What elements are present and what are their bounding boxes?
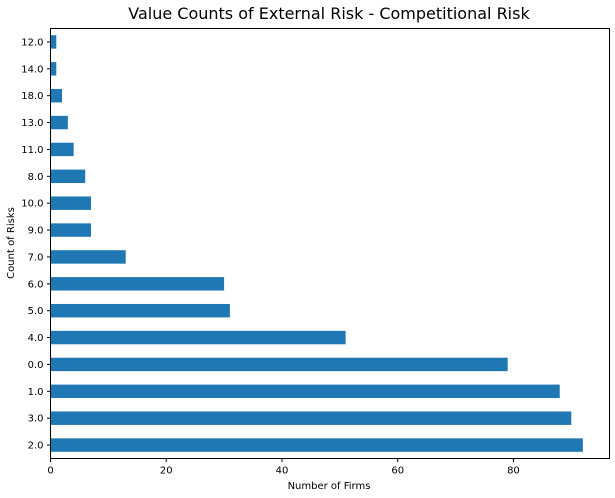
bar-0.0 <box>50 357 508 372</box>
x-tick-label: 60 <box>391 466 404 477</box>
y-tick-label: 3.0 <box>28 414 44 425</box>
x-axis-ticks: 0 20 40 60 80 <box>47 458 520 477</box>
chart-title: Value Counts of External Risk - Competit… <box>128 4 530 23</box>
x-tick-label: 0 <box>47 466 53 477</box>
y-tick-label: 1.0 <box>28 387 44 398</box>
bar-14.0 <box>50 62 57 76</box>
bar-12.0 <box>50 35 57 49</box>
y-tick-label: 14.0 <box>21 64 43 75</box>
x-axis-label: Number of Firms <box>288 481 371 492</box>
bar-4.0 <box>50 330 346 345</box>
y-axis-ticks: 12.0 14.0 18.0 13.0 11.0 8.0 10.0 9.0 7.0 6.0 5.0 4… <box>21 37 51 452</box>
bar-2.0 <box>50 438 583 452</box>
bar-5.0 <box>50 303 230 318</box>
bar-9.0 <box>50 223 92 237</box>
bar-3.0 <box>50 411 572 425</box>
bar-8.0 <box>50 169 86 184</box>
bar-7.0 <box>50 250 126 264</box>
plot-frame <box>50 28 610 459</box>
y-tick-label: 9.0 <box>28 226 44 237</box>
bar-1.0 <box>50 384 560 399</box>
bar-6.0 <box>50 277 225 291</box>
y-tick-label: 18.0 <box>21 91 43 102</box>
y-tick-label: 2.0 <box>28 441 44 452</box>
y-tick-label: 12.0 <box>21 37 43 48</box>
y-tick-label: 7.0 <box>28 252 44 263</box>
y-tick-label: 0.0 <box>28 360 44 371</box>
bar-18.0 <box>50 88 63 103</box>
bar-10.0 <box>50 196 92 210</box>
y-tick-label: 13.0 <box>21 118 43 129</box>
y-tick-label: 11.0 <box>21 145 43 156</box>
y-tick-label: 6.0 <box>28 279 44 290</box>
y-tick-label: 8.0 <box>28 172 44 183</box>
y-tick-label: 5.0 <box>28 306 44 317</box>
bar-11.0 <box>50 142 74 157</box>
x-tick-label: 20 <box>160 466 173 477</box>
bar-13.0 <box>50 115 68 130</box>
y-axis-label: Count of Risks <box>6 207 17 279</box>
bars-group <box>50 35 583 452</box>
y-tick-label: 10.0 <box>21 199 43 210</box>
x-tick-label: 80 <box>507 466 520 477</box>
x-tick-label: 40 <box>276 466 289 477</box>
y-tick-label: 4.0 <box>28 333 44 344</box>
